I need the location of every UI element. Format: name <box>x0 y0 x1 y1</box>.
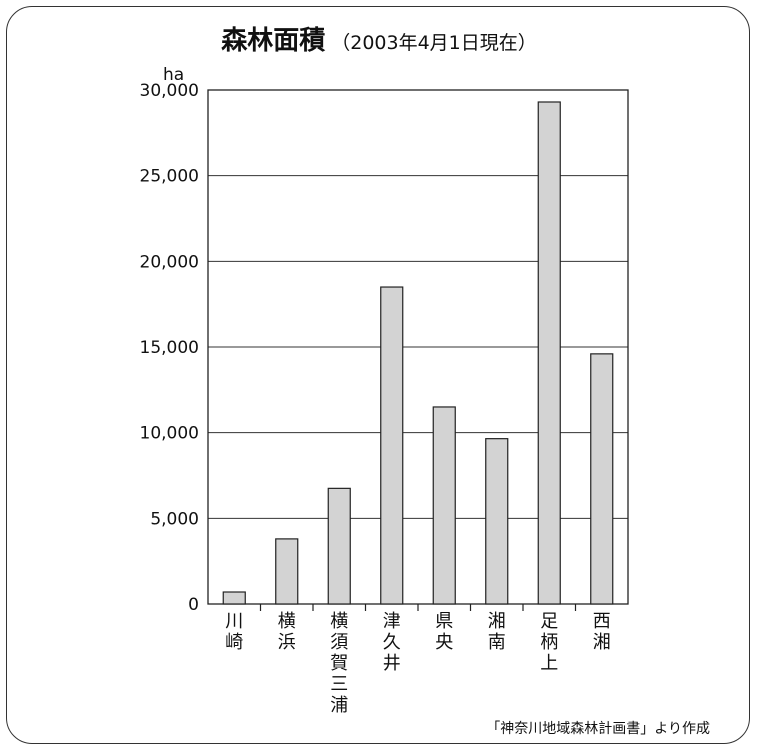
y-tick-label: 0 <box>188 595 199 615</box>
bar <box>327 487 351 605</box>
y-tick-label: 15,000 <box>140 338 199 358</box>
y-axis-label: ha <box>163 65 184 85</box>
x-tick-label: 足柄上 <box>540 611 558 674</box>
bar <box>380 286 404 605</box>
y-tick-label: 30,000 <box>140 81 199 101</box>
x-tick-label: 川崎 <box>225 611 243 653</box>
bar <box>590 353 614 605</box>
bar <box>275 538 299 605</box>
chart-subtitle: （2003年4月1日現在） <box>331 32 537 54</box>
y-tick-label: 10,000 <box>140 424 199 444</box>
x-tick-label: 湘南 <box>488 611 506 653</box>
bar <box>485 438 509 605</box>
bar <box>432 406 456 605</box>
bar <box>537 101 561 605</box>
chart-title-block: 森林面積 （2003年4月1日現在） <box>0 20 758 57</box>
y-tick-label: 25,000 <box>140 167 199 187</box>
x-tick-label: 西湘 <box>593 611 611 653</box>
chart-frame <box>6 6 750 744</box>
x-tick-label: 横須賀三浦 <box>330 611 348 716</box>
y-tick-label: 5,000 <box>150 509 199 529</box>
x-tick-label: 津久井 <box>383 611 401 674</box>
y-tick-label: 20,000 <box>140 252 199 272</box>
bar <box>222 591 246 605</box>
x-tick-label: 県央 <box>435 611 453 653</box>
x-tick-label: 横浜 <box>278 611 296 653</box>
source-note: 「神奈川地域森林計画書」より作成 <box>486 721 710 737</box>
chart-title: 森林面積 <box>221 26 326 56</box>
